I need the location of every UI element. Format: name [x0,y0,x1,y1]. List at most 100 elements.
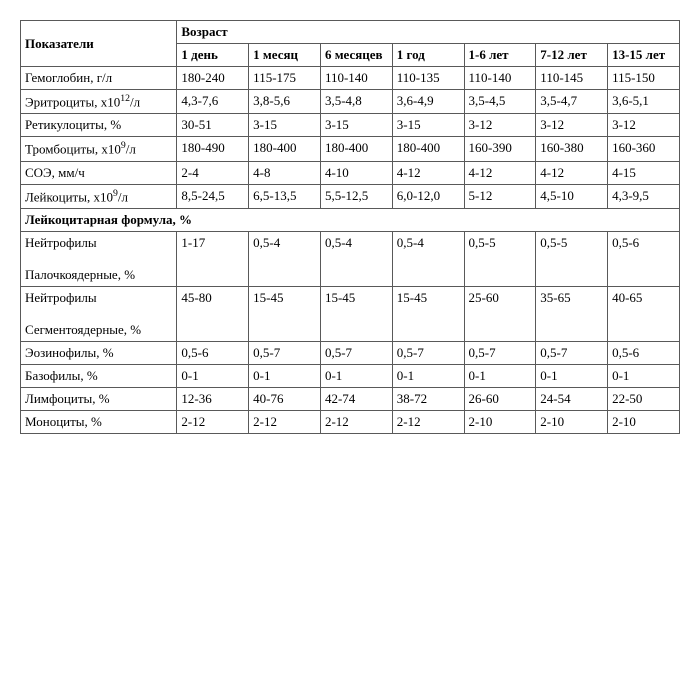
row-label: Ретикулоциты, % [21,114,177,137]
cell: 2-10 [464,410,536,433]
cell: 3,8-5,6 [249,90,321,114]
cell: 12-36 [177,387,249,410]
cell: 4-10 [320,161,392,184]
cell: 180-400 [249,137,321,161]
cell: 0,5-4 [320,231,392,286]
cell: 160-380 [536,137,608,161]
table-row: Гемоглобин, г/л 180-240 115-175 110-140 … [21,67,680,90]
cell: 180-240 [177,67,249,90]
cell: 180-400 [392,137,464,161]
cell: 2-12 [249,410,321,433]
cell: 0,5-7 [536,341,608,364]
cell: 0-1 [249,364,321,387]
cell: 3,5-4,5 [464,90,536,114]
row-label: Лейкоциты, х109/л [21,184,177,208]
age-col-0: 1 день [177,44,249,67]
row-label: Нейтрофилы Сегментоядерные, % [21,286,177,341]
cell: 4,5-10 [536,184,608,208]
cell: 0,5-7 [249,341,321,364]
cell: 1-17 [177,231,249,286]
cell: 180-400 [320,137,392,161]
cell: 3,5-4,8 [320,90,392,114]
cell: 0,5-5 [464,231,536,286]
cell: 4-12 [536,161,608,184]
cell: 0-1 [536,364,608,387]
cell: 0,5-4 [392,231,464,286]
cell: 15-45 [320,286,392,341]
cell: 5-12 [464,184,536,208]
table-row: СОЭ, мм/ч 2-4 4-8 4-10 4-12 4-12 4-12 4-… [21,161,680,184]
cell: 4-15 [608,161,680,184]
cell: 0,5-5 [536,231,608,286]
row-label: Эритроциты, х1012/л [21,90,177,114]
section-header: Лейкоцитарная формула, % [21,208,680,231]
cell: 38-72 [392,387,464,410]
cell: 4-8 [249,161,321,184]
row-label: СОЭ, мм/ч [21,161,177,184]
cell: 3-12 [464,114,536,137]
row-label: Эозинофилы, % [21,341,177,364]
cell: 0,5-6 [177,341,249,364]
cell: 160-390 [464,137,536,161]
cell: 115-150 [608,67,680,90]
cell: 0-1 [464,364,536,387]
table-row: Лимфоциты, % 12-36 40-76 42-74 38-72 26-… [21,387,680,410]
header-row-top: Показатели Возраст [21,21,680,44]
cell: 4-12 [464,161,536,184]
cell: 2-12 [177,410,249,433]
table-row: Эозинофилы, % 0,5-6 0,5-7 0,5-7 0,5-7 0,… [21,341,680,364]
blood-values-table: Показатели Возраст 1 день 1 месяц 6 меся… [20,20,680,434]
row-label: Тромбоциты, х109/л [21,137,177,161]
cell: 5,5-12,5 [320,184,392,208]
cell: 0,5-4 [249,231,321,286]
age-col-2: 6 месяцев [320,44,392,67]
cell: 40-76 [249,387,321,410]
cell: 2-12 [320,410,392,433]
cell: 4,3-7,6 [177,90,249,114]
cell: 180-490 [177,137,249,161]
row-label: Лимфоциты, % [21,387,177,410]
cell: 2-10 [608,410,680,433]
cell: 26-60 [464,387,536,410]
cell: 3-12 [608,114,680,137]
cell: 115-175 [249,67,321,90]
cell: 30-51 [177,114,249,137]
cell: 6,0-12,0 [392,184,464,208]
cell: 3,5-4,7 [536,90,608,114]
age-col-4: 1-6 лет [464,44,536,67]
cell: 25-60 [464,286,536,341]
table-row: Эритроциты, х1012/л 4,3-7,6 3,8-5,6 3,5-… [21,90,680,114]
table-row: Лейкоциты, х109/л 8,5-24,5 6,5-13,5 5,5-… [21,184,680,208]
cell: 0-1 [177,364,249,387]
cell: 3-15 [392,114,464,137]
cell: 24-54 [536,387,608,410]
cell: 0,5-7 [320,341,392,364]
table-row: Нейтрофилы Сегментоядерные, % 45-80 15-4… [21,286,680,341]
cell: 110-140 [464,67,536,90]
cell: 0-1 [608,364,680,387]
cell: 110-140 [320,67,392,90]
cell: 0-1 [392,364,464,387]
header-age-group: Возраст [177,21,680,44]
cell: 110-145 [536,67,608,90]
cell: 15-45 [392,286,464,341]
cell: 0,5-6 [608,341,680,364]
cell: 4,3-9,5 [608,184,680,208]
cell: 2-12 [392,410,464,433]
cell: 4-12 [392,161,464,184]
cell: 2-4 [177,161,249,184]
age-col-5: 7-12 лет [536,44,608,67]
cell: 160-360 [608,137,680,161]
cell: 3,6-5,1 [608,90,680,114]
cell: 0,5-7 [392,341,464,364]
row-label: Нейтрофилы Палочкоядерные, % [21,231,177,286]
cell: 2-10 [536,410,608,433]
table-row: Моноциты, % 2-12 2-12 2-12 2-12 2-10 2-1… [21,410,680,433]
cell: 3-15 [320,114,392,137]
cell: 0,5-7 [464,341,536,364]
cell: 3-12 [536,114,608,137]
cell: 35-65 [536,286,608,341]
age-col-1: 1 месяц [249,44,321,67]
table-row: Базофилы, % 0-1 0-1 0-1 0-1 0-1 0-1 0-1 [21,364,680,387]
age-col-6: 13-15 лет [608,44,680,67]
